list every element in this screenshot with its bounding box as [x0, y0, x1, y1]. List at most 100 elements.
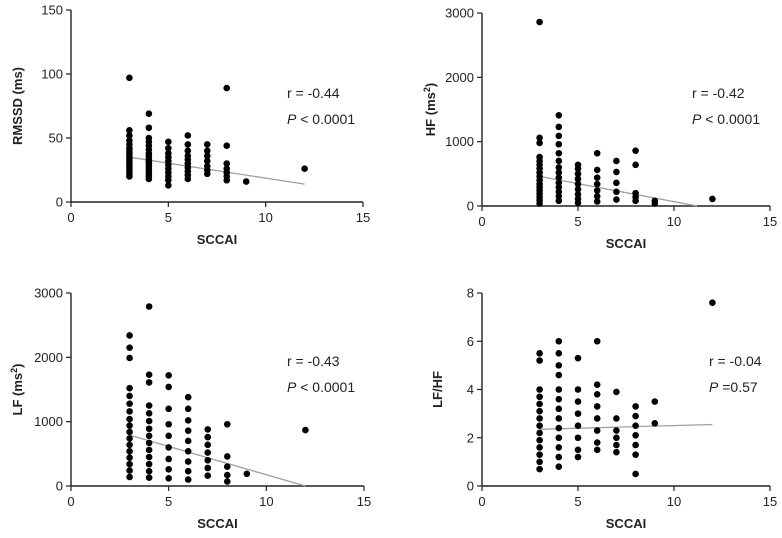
x-axis-label: SCCAI	[197, 232, 237, 247]
data-point	[223, 176, 231, 184]
data-point	[574, 354, 582, 362]
data-point	[204, 449, 212, 456]
x-tick-label: 10	[259, 494, 273, 509]
p-value-number: =0.57	[718, 379, 758, 395]
data-point	[593, 166, 601, 174]
data-point	[223, 463, 231, 471]
y-tick-label: 0	[56, 195, 63, 210]
p-value-label: P	[692, 111, 702, 127]
x-tick-label: 5	[165, 494, 172, 509]
data-point	[632, 422, 639, 429]
data-point	[184, 458, 192, 465]
data-point	[613, 188, 620, 196]
data-point	[145, 474, 153, 481]
data-point	[536, 422, 543, 429]
data-point	[613, 157, 620, 165]
data-point	[593, 381, 601, 388]
data-point	[555, 395, 563, 403]
data-point	[632, 451, 639, 458]
x-tick-label: 15	[763, 214, 777, 229]
data-point	[593, 187, 601, 194]
data-point	[593, 337, 601, 345]
data-point	[223, 142, 231, 149]
data-point	[613, 179, 620, 187]
data-point	[651, 200, 659, 207]
p-value-label: P	[287, 379, 297, 395]
data-point	[184, 141, 192, 148]
data-point	[555, 157, 563, 165]
data-point	[593, 391, 601, 398]
x-tick-label: 5	[574, 214, 581, 229]
data-point	[555, 197, 563, 205]
y-tick-label: 0	[56, 479, 63, 494]
data-point	[223, 420, 231, 428]
data-point	[184, 427, 192, 434]
data-point	[243, 470, 251, 478]
y-tick-label: 1000	[34, 414, 63, 429]
data-point	[126, 408, 133, 415]
data-point	[632, 441, 639, 449]
data-point	[223, 478, 231, 485]
y-axis-label-tail: )	[10, 364, 25, 368]
data-point	[126, 354, 133, 362]
data-point	[593, 198, 601, 205]
data-point	[203, 147, 211, 155]
data-point	[574, 398, 582, 405]
data-point	[184, 467, 192, 475]
data-point	[165, 372, 172, 379]
data-point	[593, 193, 601, 200]
p-value-number: < 0.0001	[296, 111, 355, 127]
data-point	[536, 350, 543, 357]
data-point	[536, 415, 543, 422]
data-point	[593, 149, 601, 157]
x-tick-label: 10	[258, 210, 272, 225]
data-point	[613, 427, 620, 434]
data-point	[165, 420, 172, 428]
y-axis-label-superscript: 2	[422, 87, 432, 92]
data-point	[145, 402, 153, 409]
data-point	[555, 415, 563, 422]
data-point	[709, 195, 716, 203]
data-point	[145, 446, 153, 454]
data-point	[126, 415, 133, 423]
data-point	[536, 458, 543, 466]
data-point	[613, 196, 620, 203]
data-point	[165, 444, 172, 451]
y-tick-label: 150	[41, 3, 63, 18]
data-point	[555, 350, 563, 357]
data-point	[126, 460, 133, 468]
y-tick-label: 0	[467, 479, 474, 494]
data-point	[709, 299, 716, 306]
data-point	[555, 169, 563, 176]
data-point	[204, 472, 212, 480]
data-point	[555, 111, 563, 119]
y-axis-label-main: LF (ms	[10, 373, 25, 416]
data-point	[555, 149, 563, 157]
data-point	[126, 447, 133, 455]
data-point	[165, 432, 172, 440]
data-point	[126, 467, 133, 474]
chart-panel-3: 0 5 10 15 0 1000 2000 3000 SCCAI LF (ms2) r = -0.4…	[9, 286, 371, 532]
data-point	[632, 412, 639, 420]
data-point	[574, 410, 582, 417]
data-point	[632, 403, 639, 410]
data-point	[126, 332, 133, 339]
y-tick-label: 100	[41, 67, 63, 82]
data-point	[184, 175, 192, 183]
data-point	[613, 168, 620, 176]
x-tick-label: 0	[478, 494, 485, 509]
data-point	[203, 170, 211, 178]
data-point	[574, 434, 582, 442]
y-axis-label-superscript: 2	[9, 368, 19, 373]
correlation-r: r = -0.43	[287, 353, 340, 369]
data-point	[165, 182, 172, 189]
data-point	[593, 174, 601, 181]
y-axis-label: RMSSD (ms)	[10, 67, 25, 145]
data-point	[555, 434, 563, 442]
y-axis-label: LF (ms2)	[9, 364, 25, 416]
data-point	[145, 425, 153, 433]
data-point	[574, 165, 582, 172]
y-axis-label-main: LF/HF	[430, 371, 445, 408]
data-point	[632, 161, 639, 169]
p-value: P =0.57	[709, 379, 758, 395]
